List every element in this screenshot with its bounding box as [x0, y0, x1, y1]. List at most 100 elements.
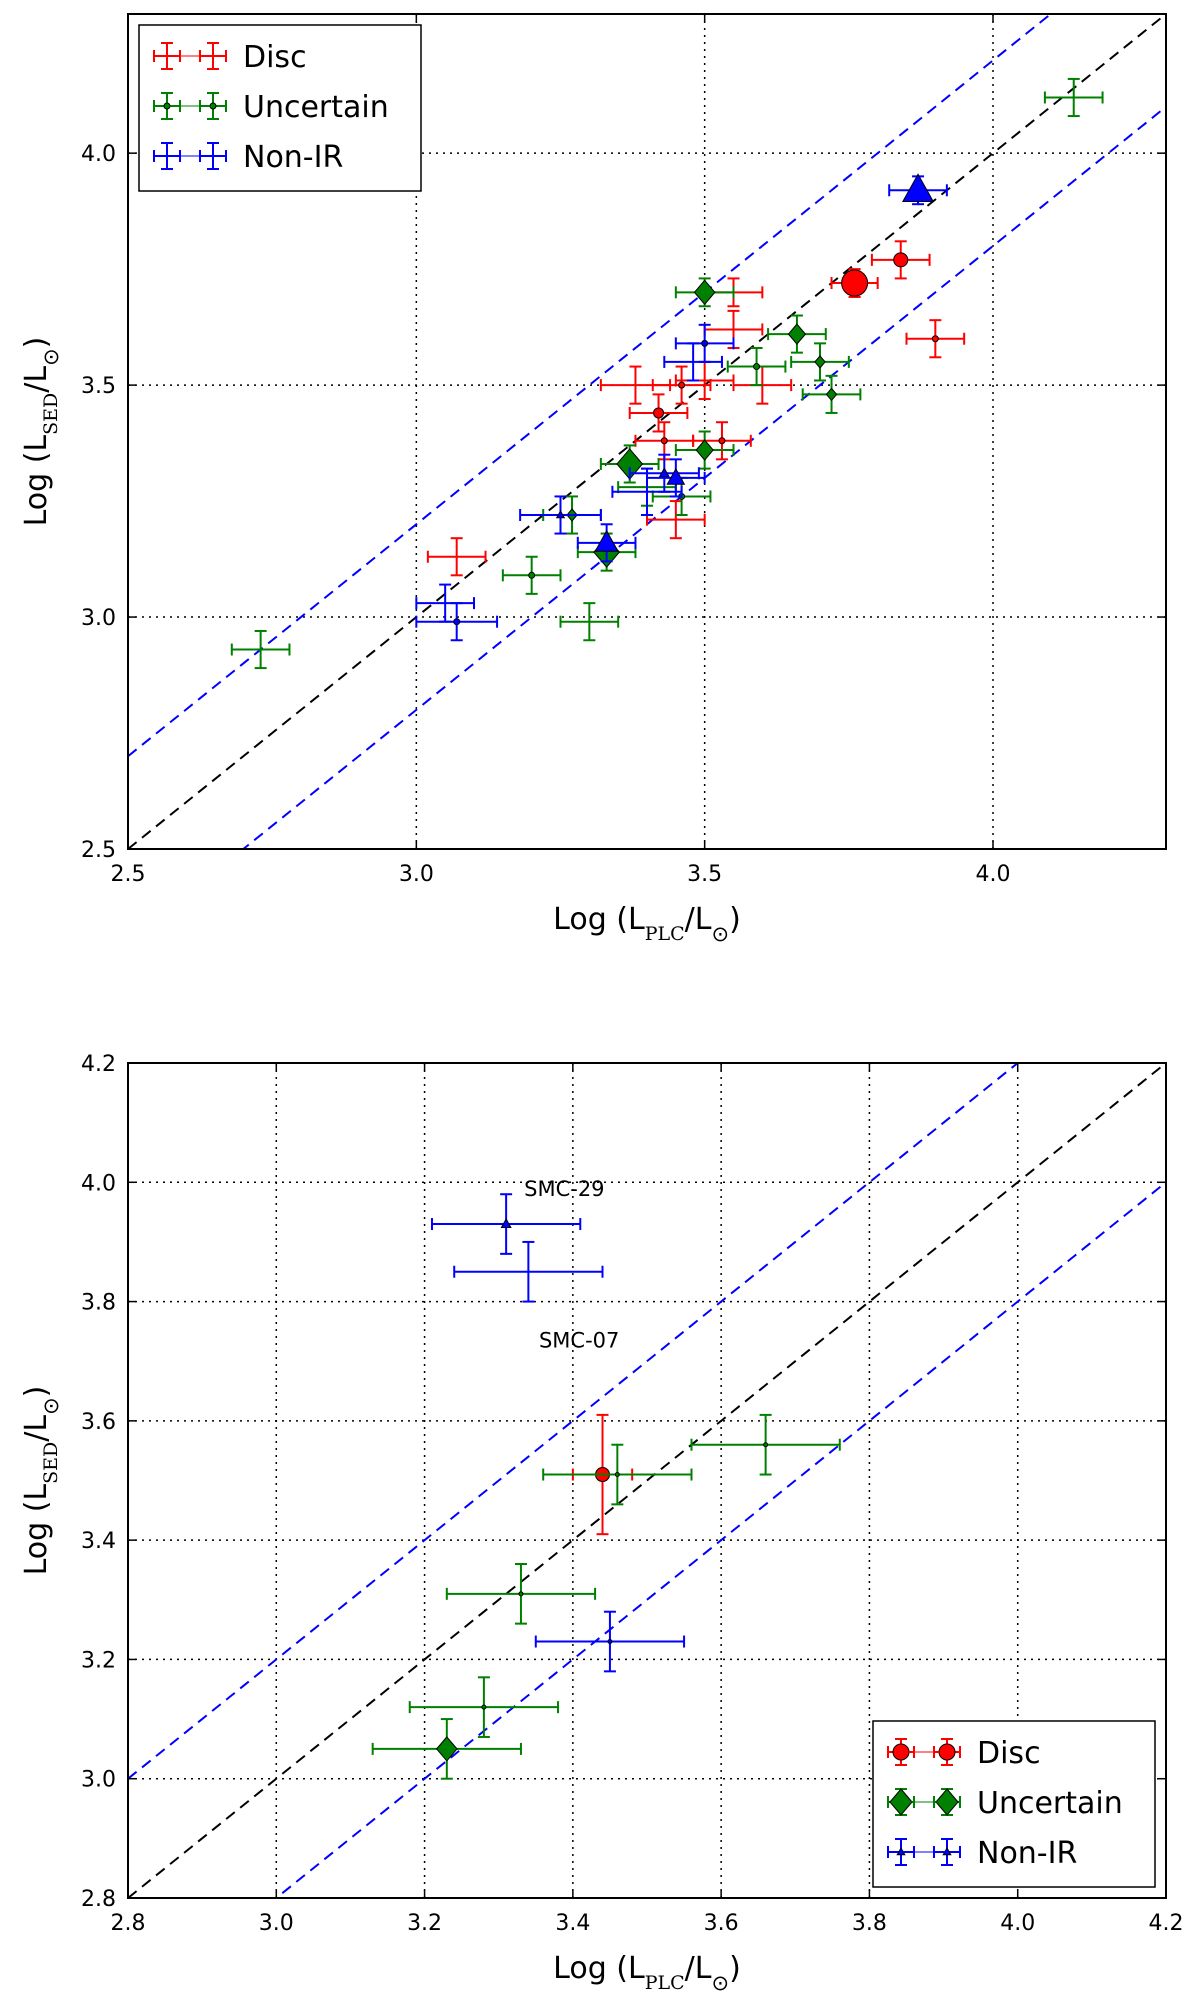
uncertain-data-point [445, 1563, 597, 1625]
upper-bound-line [128, 1063, 1020, 1780]
point-marker [693, 279, 716, 306]
uncertain-data-point [1043, 77, 1104, 118]
uncertain-data-point [674, 277, 735, 308]
error-bars [426, 537, 487, 577]
reference-lines [128, 1063, 1166, 1898]
plot-frame [127, 1062, 1167, 1899]
x-tick-label: 3.4 [555, 1911, 590, 1936]
uncertain-data-point [408, 1676, 560, 1738]
uncertain-data-point [674, 430, 735, 470]
equality-line [128, 1063, 1166, 1898]
point-marker [814, 355, 826, 369]
legend-entry-disc: Disc [153, 40, 307, 75]
legend: Disc Uncertain Non-IR [872, 1720, 1156, 1888]
y-tick-label: 3.8 [81, 1291, 116, 1316]
point-marker [500, 1218, 512, 1229]
x-tick-label: 4.2 [1149, 1911, 1184, 1936]
y-tick-label: 3.5 [81, 374, 116, 399]
nonir-data-point [519, 495, 602, 535]
data-points [371, 1193, 841, 1780]
error-bars [453, 1240, 604, 1303]
error-bars [646, 500, 706, 540]
series-disc [426, 240, 966, 577]
x-tick-label: 3.5 [687, 862, 722, 887]
nonir-data-point [415, 602, 499, 642]
y-tick-label: 4.2 [81, 1052, 116, 1077]
uncertain-data-point [371, 1718, 522, 1780]
y-tick-label: 3.4 [81, 1529, 116, 1554]
nonir-data-point [576, 523, 637, 563]
y-tick-label: 3.0 [81, 1768, 116, 1793]
point-marker [555, 509, 566, 519]
legend-label: Non-IR [243, 140, 343, 175]
point-marker [678, 381, 686, 389]
legend-entry-nonir: Non-IR [887, 1836, 1077, 1871]
x-tick-label: 3.2 [407, 1911, 442, 1936]
uncertain-data-point [801, 374, 862, 414]
point-marker [481, 1704, 487, 1710]
disc-data-point [646, 500, 706, 540]
nonir-data-point [534, 1610, 686, 1673]
uncertain-data-point [767, 314, 827, 354]
plot-frame [127, 13, 1167, 850]
y-tick-label: 3.0 [81, 606, 116, 631]
point-marker [614, 1472, 620, 1478]
uncertain-data-point [559, 602, 620, 642]
point-marker [901, 173, 935, 202]
legend-marker [896, 1846, 906, 1856]
y-tick-label: 2.5 [81, 838, 116, 863]
x-axis-label: Log (LPLC/L⊙) [553, 1951, 741, 1995]
grid [128, 1063, 1166, 1898]
series-nonir [415, 173, 948, 642]
uncertain-data-point [790, 342, 850, 382]
uncertain-data-point [542, 1443, 693, 1506]
uncertain-data-point [690, 1413, 841, 1476]
legend-entry-uncertain: Uncertain [153, 90, 389, 125]
uncertain-data-point [230, 629, 291, 670]
data-points [230, 77, 1104, 670]
y-tick-label: 3.2 [81, 1648, 116, 1673]
nonir-data-point [663, 342, 723, 382]
nonir-data-point [415, 583, 475, 623]
y-tick-label: 4.0 [81, 142, 116, 167]
point-marker [518, 1591, 524, 1597]
x-tick-label: 4.0 [1000, 1911, 1035, 1936]
x-axis-label: Log (LPLC/L⊙) [553, 902, 741, 946]
chart-panel-2: 2.8 3.0 3.2 3.4 3.6 3.8 4.0 4.2 2.8 3.0 3.2 3.4 3.6 3… [19, 1052, 1184, 1995]
error-bars [230, 629, 291, 670]
point-marker [435, 1736, 458, 1762]
point-marker [931, 335, 939, 343]
point-marker [594, 529, 619, 552]
chart-panel-1: 2.5 3.0 3.5 4.0 2.5 3.0 3.5 4.0 Log (LPLC/L⊙) Log… [19, 13, 1167, 946]
legend-box [872, 1720, 1156, 1888]
uncertain-data-point [599, 444, 660, 484]
series-uncertain [371, 1413, 841, 1780]
legend-label: Non-IR [977, 1836, 1077, 1871]
y-tick-label: 4.0 [81, 1171, 116, 1196]
legend: Disc Uncertain Non-IR [138, 24, 422, 192]
disc-data-point [628, 393, 689, 433]
nonir-data-point [430, 1193, 582, 1255]
legend-label: Uncertain [243, 90, 389, 125]
legend-entry-uncertain: Uncertain [887, 1786, 1123, 1821]
error-bars [559, 602, 620, 642]
x-tick-label: 2.5 [111, 862, 146, 887]
point-marker [658, 467, 670, 478]
nonir-data-point [888, 173, 948, 206]
annotation-label: SMC-29 [524, 1177, 604, 1201]
point-marker [701, 339, 709, 347]
legend-label: Uncertain [977, 1786, 1123, 1821]
lower-bound-line [274, 1181, 1166, 1898]
x-tick-label: 2.8 [111, 1911, 146, 1936]
disc-data-point [905, 319, 966, 359]
annotation-label: SMC-07 [539, 1329, 619, 1353]
legend-marker [942, 1846, 952, 1856]
y-tick-label: 2.8 [81, 1887, 116, 1912]
legend-entry-nonir: Non-IR [153, 140, 343, 175]
error-bars [415, 583, 475, 623]
point-marker [718, 437, 726, 445]
uncertain-data-point [501, 555, 562, 595]
point-marker [893, 252, 909, 268]
point-marker [528, 571, 536, 579]
